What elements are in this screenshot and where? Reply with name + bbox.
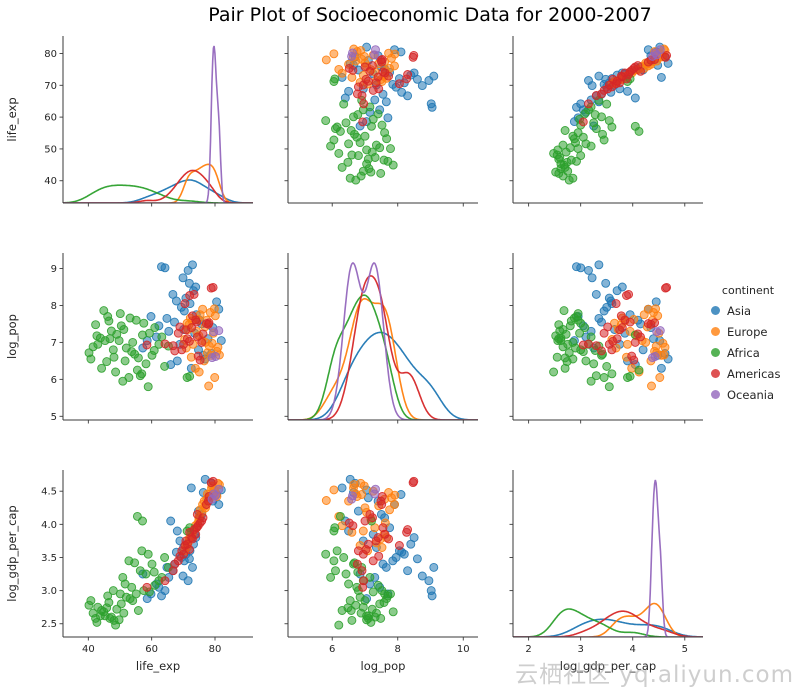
- x-axis-label-life_exp: life_exp: [136, 659, 180, 673]
- y-tick-label: 40: [44, 176, 57, 187]
- legend-entry-africa: Africa: [699, 342, 797, 363]
- scatter-series-oceania: [207, 326, 224, 363]
- y-axis-label-log_pop: log_pop: [5, 314, 19, 359]
- cell-log_pop-vs-log_gdp_per_cap: [509, 253, 703, 424]
- y-tick-label: 4.0: [41, 520, 57, 531]
- x-axis-label-log_pop: log_pop: [361, 659, 406, 673]
- x-tick-label: 6: [329, 644, 335, 655]
- legend-label: Oceania: [727, 387, 775, 402]
- x-tick-label: 80: [209, 644, 222, 655]
- scatter-series-americas: [142, 476, 218, 592]
- legend-label: Europe: [727, 324, 768, 339]
- cell-log_gdp_per_cap-vs-life_exp: 40 60 80 2.5 3.0 3.5 4.0 4.5: [41, 470, 253, 655]
- scatter-series-oceania: [347, 484, 380, 504]
- legend-entry-americas: Americas: [699, 363, 797, 384]
- y-tick-label: 70: [44, 81, 57, 92]
- scatter-series-africa: [84, 306, 195, 392]
- scatter-series-oceania: [648, 45, 665, 61]
- kde-curve-americas: [513, 610, 703, 637]
- cell-log_pop-vs-log_pop: [284, 253, 478, 424]
- kde-curve-oceania: [63, 45, 253, 203]
- scatter-series-americas: [578, 282, 672, 365]
- oceania-marker-icon: [711, 390, 720, 399]
- kde-curve-oceania: [288, 262, 478, 420]
- x-tick-label: 2: [525, 644, 531, 655]
- europe-marker-icon: [711, 327, 720, 336]
- legend-label: Americas: [727, 366, 781, 381]
- x-axis-label-log_gdp_per_cap: log_gdp_per_cap: [560, 659, 656, 673]
- cell-life_exp-vs-log_pop: [284, 36, 478, 207]
- kde-curve-asia: [288, 331, 478, 420]
- y-tick-label: 2.5: [41, 619, 57, 630]
- africa-marker-icon: [711, 348, 720, 357]
- kde-curve-europe: [513, 602, 703, 637]
- scatter-series-americas: [344, 476, 419, 592]
- scatter-series-oceania: [207, 484, 224, 504]
- y-axis-label-log_gdp_per_cap: log_gdp_per_cap: [5, 505, 19, 601]
- cell-log_gdp_per_cap-vs-log_gdp_per_cap: 2 3 4 5: [509, 470, 703, 655]
- x-tick-label: 8: [395, 644, 401, 655]
- americas-marker-icon: [711, 369, 720, 378]
- y-tick-label: 7: [51, 338, 57, 349]
- kde-curve-oceania: [513, 479, 703, 637]
- y-tick-label: 9: [51, 264, 57, 275]
- kde-curve-europe: [63, 163, 253, 203]
- x-tick-label: 40: [82, 644, 95, 655]
- x-tick-label: 3: [577, 644, 583, 655]
- y-tick-label: 4.5: [41, 487, 57, 498]
- cell-log_gdp_per_cap-vs-log_pop: 6 8 10: [284, 470, 478, 655]
- kde-curve-americas: [288, 275, 478, 420]
- legend-entry-europe: Europe: [699, 321, 797, 342]
- legend-label: Africa: [727, 345, 760, 360]
- kde-curve-africa: [513, 608, 703, 637]
- cell-log_pop-vs-life_exp: 5 6 7 8 9: [51, 253, 253, 424]
- y-axis-label-life_exp: life_exp: [5, 97, 19, 141]
- legend-entries: Asia Europe Africa Americas Oceania: [699, 300, 797, 405]
- y-tick-label: 3.0: [41, 586, 57, 597]
- x-tick-label: 10: [457, 644, 470, 655]
- legend-label: Asia: [727, 303, 752, 318]
- legend: continent Asia Europe Africa Americas Oceani…: [699, 284, 797, 405]
- x-tick-label: 5: [682, 644, 688, 655]
- legend-entry-asia: Asia: [699, 300, 797, 321]
- scatter-series-oceania: [347, 45, 380, 61]
- y-tick-label: 8: [51, 301, 57, 312]
- kde-curve-africa: [63, 184, 253, 203]
- asia-marker-icon: [711, 306, 720, 315]
- kde-curve-africa: [288, 294, 478, 420]
- scatter-series-oceania: [648, 326, 665, 363]
- watermark: 云栖社区 yq.aliyun.com: [515, 662, 794, 688]
- cell-life_exp-vs-life_exp: 40 50 60 70 80: [44, 36, 253, 207]
- scatter-series-africa: [321, 511, 398, 630]
- y-tick-label: 60: [44, 113, 57, 124]
- x-tick-label: 4: [630, 644, 636, 655]
- y-tick-label: 3.5: [41, 553, 57, 564]
- scatter-series-africa: [549, 74, 644, 185]
- kde-curve-americas: [63, 169, 253, 203]
- scatter-series-americas: [142, 282, 218, 365]
- scatter-series-americas: [344, 50, 419, 127]
- scatter-series-americas: [578, 50, 672, 127]
- scatter-series-africa: [84, 511, 195, 630]
- legend-title: continent: [721, 284, 775, 297]
- legend-entry-oceania: Oceania: [699, 384, 797, 405]
- x-tick-label: 60: [145, 644, 158, 655]
- y-tick-label: 6: [51, 375, 57, 386]
- y-tick-label: 5: [51, 412, 57, 423]
- cell-life_exp-vs-log_gdp_per_cap: [509, 36, 703, 207]
- scatter-series-africa: [321, 74, 398, 185]
- chart-title: Pair Plot of Socioeconomic Data for 2000…: [208, 4, 652, 26]
- y-tick-label: 80: [44, 49, 57, 60]
- y-tick-label: 50: [44, 144, 57, 155]
